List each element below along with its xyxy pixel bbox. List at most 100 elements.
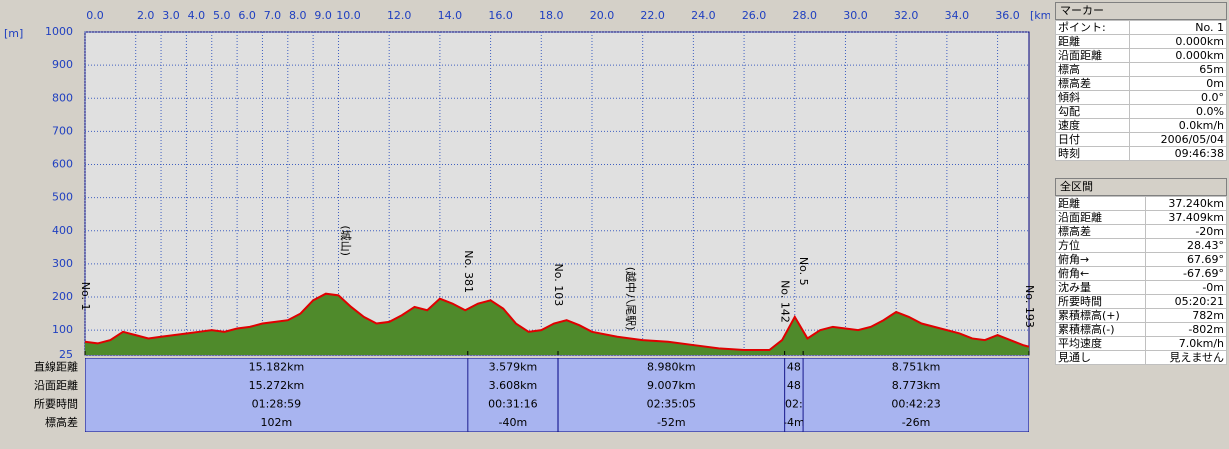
x-tick-label: 4.0 — [188, 9, 206, 22]
panel-key: 標高差 — [1054, 76, 1131, 91]
segment-cell — [784, 358, 804, 432]
segment-value: 01:28:59 — [252, 397, 301, 410]
total-panel: 全区間 距離 37.240km 沿面距離 37.409km 標高差 -20m 方位 28.43°… — [1055, 178, 1228, 365]
panel-value: 09:46:38 — [1129, 146, 1227, 161]
x-tick-label: 0.0 — [86, 9, 104, 22]
panel-key: 方位 — [1055, 238, 1146, 253]
segment-value: -40m — [499, 416, 528, 429]
panel-row: 標高差 -20m — [1055, 224, 1228, 239]
panel-value: -0m — [1144, 280, 1228, 295]
panel-row: 累積標高(+) 782m — [1055, 308, 1228, 323]
panel-row: 俯角→ 67.69° — [1055, 252, 1228, 267]
segment-column: 8.980km 9.007km 02:35:05 -52m — [558, 358, 785, 432]
panel-row: 標高 65m — [1054, 62, 1227, 77]
segment-column: 3.579km 3.608km 00:31:16 -40m — [467, 358, 559, 432]
marker-label: No. 5 — [797, 257, 810, 286]
plot-area — [84, 31, 1030, 356]
panel-header: マーカー — [1055, 2, 1227, 20]
segment-value: 00:42:23 — [891, 397, 940, 410]
segment-column: 48 48 02: -4m — [784, 358, 804, 432]
segment-cell — [558, 358, 785, 432]
segment-value: 8.751km — [892, 360, 941, 373]
marker-label: (越中八尾駅) — [624, 267, 638, 331]
y-tick-label: 600 — [52, 158, 73, 171]
panel-row: 傾斜 0.0° — [1054, 90, 1227, 105]
x-tick-label: 36.0 — [995, 9, 1020, 22]
panel-row: 距離 37.240km — [1055, 196, 1228, 211]
panel-key: 累積標高(-) — [1055, 322, 1146, 337]
x-tick-label: 5.0 — [213, 9, 231, 22]
segment-value: 3.608km — [489, 379, 538, 392]
panel-row: 沿面距離 0.000km — [1054, 48, 1227, 63]
panel-table: 距離 37.240km 沿面距離 37.409km 標高差 -20m 方位 28.43° 俯角→… — [1055, 196, 1228, 365]
segment-value: 102m — [261, 416, 293, 429]
segment-row-label: 所要時間 — [34, 397, 78, 410]
panel-key: 所要時間 — [1055, 294, 1146, 309]
segment-value: -52m — [657, 416, 686, 429]
panel-key: 累積標高(+) — [1055, 308, 1146, 323]
segment-value: 00:31:16 — [488, 397, 537, 410]
panel-row: 距離 0.000km — [1054, 34, 1227, 49]
marker-panel: マーカー ポイント: No. 1 距離 0.000km 沿面距離 0.000km 標高 65m 標… — [1054, 2, 1227, 161]
y-tick-label: 100 — [52, 323, 73, 336]
panel-row: 俯角← -67.69° — [1055, 266, 1228, 281]
marker-label: No. 142 — [779, 280, 792, 323]
panel-key: 俯角← — [1055, 266, 1146, 281]
panel-row: 方位 28.43° — [1055, 238, 1228, 253]
panel-value: 28.43° — [1144, 238, 1228, 253]
panel-row: 累積標高(-) -802m — [1055, 322, 1228, 337]
panel-row: 日付 2006/05/04 — [1054, 132, 1227, 147]
x-tick-label: 3.0 — [162, 9, 180, 22]
x-tick-label: 7.0 — [264, 9, 282, 22]
panel-row: 沈み量 -0m — [1055, 280, 1228, 295]
panel-key: 傾斜 — [1054, 90, 1131, 105]
panel-value: 0.0km/h — [1129, 118, 1227, 133]
y-unit: [m] — [4, 27, 23, 40]
segment-cell — [803, 358, 1030, 432]
segment-value: 15.182km — [249, 360, 305, 373]
panel-key: 速度 — [1054, 118, 1131, 133]
panel-value: 2006/05/04 — [1129, 132, 1227, 147]
y-tick-label: 500 — [52, 191, 73, 204]
panel-value: 7.0km/h — [1144, 336, 1228, 351]
panel-row: 見通し 見えません — [1055, 350, 1228, 365]
track-line — [84, 292, 1030, 352]
profile-chart: [m] [km] 25 100 200 300 400 500 600 700 800 900 1000… — [4, 9, 1050, 432]
x-tick-label: 9.0 — [314, 9, 332, 22]
panel-key: ポイント: — [1054, 20, 1131, 35]
panel-header: 全区間 — [1055, 178, 1227, 196]
segment-value: 48 — [787, 379, 801, 392]
y-tick-label: 400 — [52, 224, 73, 237]
panel-key: 勾配 — [1054, 104, 1131, 119]
panel-row: 平均速度 7.0km/h — [1055, 336, 1228, 351]
panel-value: 0.000km — [1129, 48, 1227, 63]
panel-value: -67.69° — [1144, 266, 1228, 281]
panel-value: No. 1 — [1129, 20, 1227, 35]
panel-value: -802m — [1144, 322, 1228, 337]
segment-row-label: 標高差 — [45, 415, 78, 429]
panel-value: -20m — [1144, 224, 1228, 239]
y-tick-label: 700 — [52, 124, 73, 137]
panel-value: 05:20:21 — [1144, 294, 1228, 309]
panel-value: 37.409km — [1144, 210, 1228, 225]
segment-value: 3.579km — [489, 360, 538, 373]
panel-key: 見通し — [1055, 350, 1146, 365]
panel-row: 時刻 09:46:38 — [1054, 146, 1227, 161]
panel-key: 俯角→ — [1055, 252, 1146, 267]
segment-column: 15.182km 15.272km 01:28:59 102m — [85, 358, 468, 432]
panel-value: 0.000km — [1129, 34, 1227, 49]
panel-value: 0m — [1129, 76, 1227, 91]
panel-value: 65m — [1129, 62, 1227, 77]
panel-row: 勾配 0.0% — [1054, 104, 1227, 119]
x-tick-label: 18.0 — [539, 9, 564, 22]
panel-key: 距離 — [1055, 196, 1146, 211]
segment-column: 8.751km 8.773km 00:42:23 -26m — [803, 358, 1030, 432]
x-unit: [km] — [1030, 9, 1050, 22]
panel-key: 距離 — [1054, 34, 1131, 49]
x-tick-label: 20.0 — [590, 9, 615, 22]
panel-value: 37.240km — [1144, 196, 1228, 211]
panel-row: 標高差 0m — [1054, 76, 1227, 91]
x-tick-label: 28.0 — [793, 9, 818, 22]
y-tick-label: 800 — [52, 91, 73, 104]
marker-label: No. 193 — [1023, 285, 1036, 328]
